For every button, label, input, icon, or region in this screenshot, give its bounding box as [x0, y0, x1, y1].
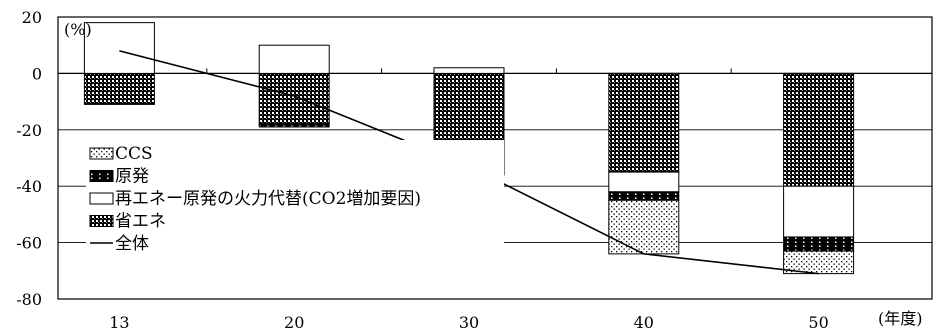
bars: [83, 22, 855, 275]
bar-segment: [608, 191, 680, 201]
bar-segment: [608, 199, 680, 255]
bar-segment: [258, 123, 330, 128]
legend-label: 再エネー原発の火力代替(CO2増加要因): [115, 189, 421, 209]
bar-segment: [783, 72, 855, 187]
legend-swatch: [89, 147, 114, 160]
x-axis-ticks: 13 20 30 40 50: [109, 313, 829, 332]
legend-background: [86, 140, 504, 280]
y-tick-label: -60: [16, 234, 42, 253]
y-tick-label: -80: [16, 290, 42, 309]
y-tick-label: -20: [16, 121, 42, 140]
x-tick-label: 30: [459, 313, 479, 332]
bar-segment: [258, 44, 330, 74]
legend-swatch: [89, 170, 114, 182]
bar-segment: [258, 72, 330, 125]
legend-label: 全体: [115, 234, 149, 254]
bar-segment: [83, 22, 155, 74]
legend-label: 原発: [115, 167, 149, 187]
x-tick-label: 20: [284, 313, 304, 332]
legend-swatch: [89, 192, 114, 205]
legend-swatch: [89, 215, 114, 227]
plot-frame: [57, 16, 933, 300]
y-axis-ticks: 20 0 -20 -40 -60 -80: [16, 8, 42, 309]
y-axis-unit: (%): [64, 20, 92, 39]
bar-segment: [433, 67, 505, 74]
legend-label: CCS: [115, 144, 153, 164]
x-axis-unit: (年度): [878, 309, 923, 328]
x-tick-label: 50: [808, 313, 828, 332]
bar-segment: [783, 236, 855, 252]
bar-segment: [83, 72, 155, 105]
bar-segment: [783, 185, 855, 238]
x-tick-label: 40: [634, 313, 654, 332]
bar-segment: [608, 171, 680, 193]
bar-segment: [608, 72, 680, 173]
x-tick-label: 13: [109, 313, 129, 332]
plot-border: [57, 16, 933, 300]
bar-segment: [433, 72, 505, 151]
y-tick-label: -40: [16, 177, 42, 196]
legend-label: 省エネ: [115, 212, 166, 232]
y-tick-label: 0: [32, 64, 42, 83]
y-tick-label: 20: [22, 8, 42, 27]
